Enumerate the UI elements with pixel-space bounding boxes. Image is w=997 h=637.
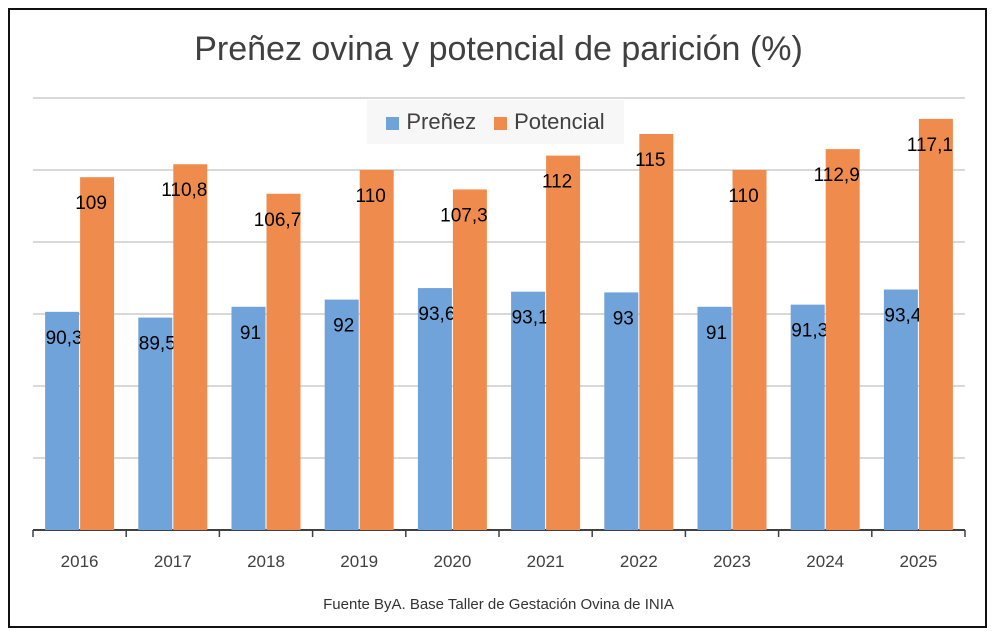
bar-preñez-2025: [883, 289, 918, 530]
legend: Preñez Potencial: [367, 100, 624, 144]
bar-preñez-2017: [138, 317, 173, 530]
data-label: 89,5: [139, 334, 176, 355]
bar-potencial-2021: [546, 155, 581, 530]
legend-label: Preñez: [406, 109, 477, 134]
data-label: 91,3: [791, 321, 828, 342]
legend-item-potencial: Potencial: [494, 109, 605, 135]
data-label: 93,1: [512, 308, 549, 329]
data-label: 109: [75, 193, 107, 214]
x-tick-label: 2020: [433, 552, 471, 571]
x-tick-label: 2017: [154, 552, 192, 571]
bar-potencial-2018: [266, 193, 301, 530]
x-tick-label: 2021: [527, 552, 565, 571]
data-label: 91: [240, 323, 261, 344]
bar-potencial-2017: [173, 164, 208, 531]
x-tick-label: 2022: [620, 552, 658, 571]
bar-preñez-2024: [790, 304, 825, 530]
source-note: Fuente ByA. Base Taller de Gestación Ovi…: [323, 596, 674, 613]
bar-potencial-2016: [80, 177, 115, 530]
x-tick-label: 2018: [247, 552, 285, 571]
legend-swatch: [494, 116, 508, 130]
bar-preñez-2023: [697, 306, 732, 530]
data-label: 115: [635, 150, 665, 171]
legend-item-prenez: Preñez: [386, 109, 476, 135]
bar-potencial-2025: [918, 118, 953, 530]
bar-potencial-2024: [825, 149, 860, 530]
bar-preñez-2018: [231, 306, 266, 530]
chart-title: Preñez ovina y potencial de parición (%): [194, 30, 803, 68]
data-label: 110,8: [161, 180, 207, 201]
data-label: 93: [613, 308, 634, 329]
x-tick-label: 2025: [899, 552, 937, 571]
bar-potencial-2019: [359, 170, 394, 530]
data-label: 93,6: [418, 304, 455, 325]
data-label: 92: [333, 316, 354, 337]
legend-swatch: [386, 116, 400, 130]
bar-potencial-2023: [732, 170, 767, 530]
data-label: 110: [356, 186, 386, 207]
bar-preñez-2022: [604, 292, 639, 530]
data-label: 91: [706, 323, 727, 344]
data-label: 110: [728, 186, 758, 207]
data-label: 112,9: [814, 165, 860, 186]
legend-label: Potencial: [514, 109, 605, 134]
data-label: 106,7: [254, 210, 302, 231]
x-tick-label: 2024: [806, 552, 844, 571]
data-label: 93,4: [884, 306, 921, 327]
data-label: 90,3: [46, 328, 83, 349]
data-label: 117,1: [907, 135, 953, 156]
data-label: 112: [542, 172, 572, 193]
bar-preñez-2019: [324, 299, 359, 530]
x-tick-label: 2019: [340, 552, 378, 571]
bar-potencial-2022: [639, 134, 674, 530]
x-tick-label: 2023: [713, 552, 751, 571]
bar-preñez-2021: [511, 291, 546, 530]
bar-preñez-2020: [417, 288, 452, 530]
bar-potencial-2020: [452, 189, 487, 530]
x-tick-label: 2016: [61, 552, 99, 571]
data-label: 107,3: [440, 205, 488, 226]
bar-preñez-2016: [45, 311, 80, 530]
